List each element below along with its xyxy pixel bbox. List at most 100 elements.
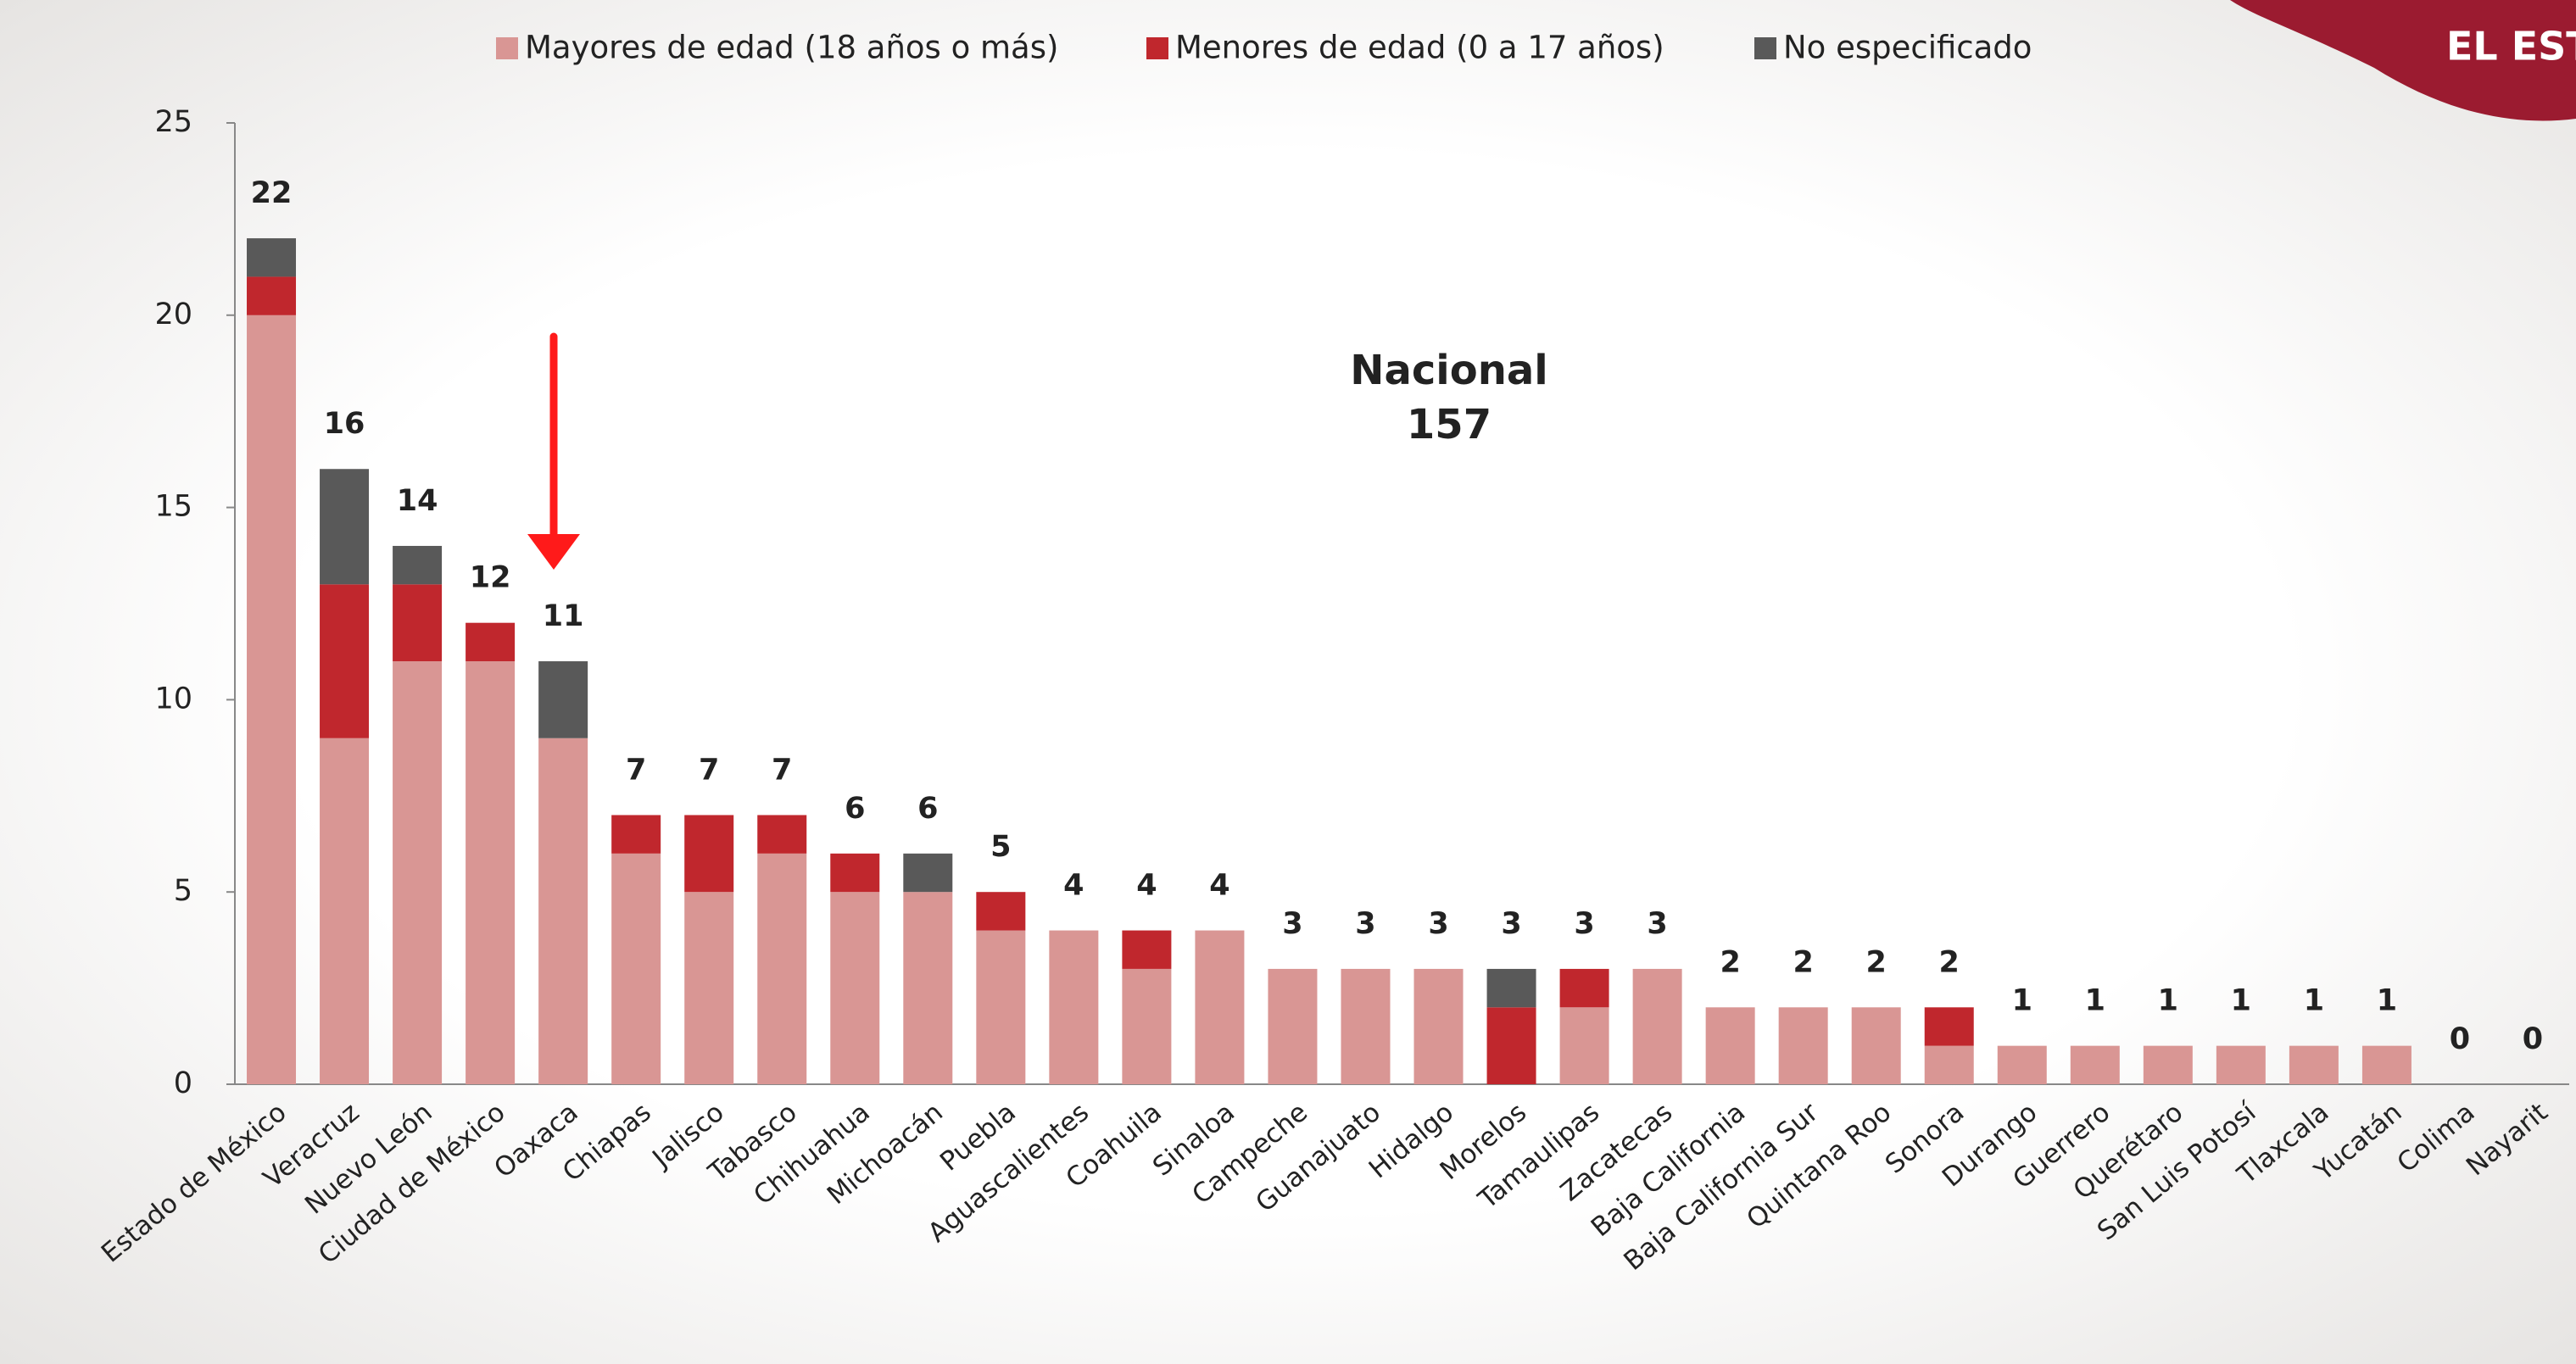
total-label: 0 [2523,1022,2543,1056]
legend-label: Menores de edad (0 a 17 años) [1175,30,1664,66]
bar-segment [538,661,588,738]
y-tick-label: 25 [154,105,192,139]
legend-label: No especificado [1783,30,2032,66]
total-label: 14 [397,484,438,518]
bar-segment [1195,930,1245,1084]
bar-segment [1049,930,1099,1084]
bar-segment [1924,1007,1974,1046]
legend-swatch [1146,37,1168,59]
bar-segment [393,545,443,585]
total-label: 1 [2304,984,2324,1018]
total-label: 1 [2012,984,2032,1018]
bar-segment [247,238,297,277]
total-label: 7 [772,753,792,787]
bar-segment [2070,1045,2120,1084]
bar-segment [757,853,807,1084]
bar-segment [1559,968,1609,1008]
bar-segment [684,892,734,1084]
bar-segment [757,815,807,854]
bar-segment [830,853,880,893]
total-label: 1 [2158,984,2178,1018]
total-label: 11 [543,599,584,633]
bar-segment [1851,1007,1901,1084]
y-tick-label: 15 [154,490,192,524]
total-label: 3 [1282,907,1302,941]
legend-label: Mayores de edad (18 años o más) [525,30,1058,66]
x-tick-label: Nayarit [2461,1097,2554,1182]
bar-segment [393,584,443,662]
bar-segment [830,892,880,1084]
total-label: 1 [2377,984,2397,1018]
bar-segment [466,622,516,662]
total-label: 4 [1209,869,1229,903]
total-label: 6 [845,792,865,826]
bar-segment [684,815,734,893]
bar-segment [1997,1045,2047,1084]
bar-segment [1122,968,1172,1084]
bar-segment [2143,1045,2193,1084]
bar-segment [538,738,588,1084]
total-label: 3 [1501,907,1521,941]
total-label: 4 [1063,869,1084,903]
bar-segment [976,930,1026,1084]
total-label: 7 [699,753,719,787]
bar-segment [320,469,370,585]
bar-segment [611,853,661,1084]
y-tick-label: 5 [174,874,192,908]
bar-segment [1705,1007,1755,1084]
arrow-head [527,534,580,570]
total-label: 3 [1428,907,1448,941]
logo-text: EL EST [2446,24,2576,70]
total-label: 5 [990,830,1011,864]
bar-segment [320,584,370,738]
total-label: 2 [1866,945,1887,979]
total-label: 3 [1647,907,1667,941]
bar-segment [466,661,516,1084]
bar-segment [976,892,1026,931]
bar-segment [903,853,953,893]
x-tick-label: Estado de México [96,1097,293,1269]
total-label: 4 [1136,869,1157,903]
logo-shape [2230,0,2576,121]
bar-segment [393,661,443,1084]
bar-segment [1413,968,1464,1084]
total-label: 12 [470,561,511,595]
total-label: 3 [1355,907,1375,941]
bar-segment [611,815,661,854]
total-label: 1 [2231,984,2251,1018]
bar-segment [2289,1045,2339,1084]
legend-swatch [1754,37,1776,59]
total-label: 0 [2450,1022,2470,1056]
bar-segment [247,276,297,315]
y-tick-label: 0 [174,1066,192,1100]
y-tick-label: 20 [154,298,192,331]
total-label: 2 [1720,945,1740,979]
bar-segment [247,315,297,1084]
bar-segment [1486,968,1536,1008]
bar-segment [1632,968,1682,1084]
bar-segment [1341,968,1391,1084]
bar-segment [1559,1007,1609,1084]
bar-segment [1268,968,1318,1084]
total-label: 6 [917,792,938,826]
bar-segment [2216,1045,2266,1084]
bar-segment [1486,1007,1536,1084]
bar-segment [2361,1045,2412,1084]
total-label: 1 [2085,984,2105,1018]
total-label: 2 [1939,945,1960,979]
total-label: 22 [251,176,293,210]
bar-segment [1924,1045,1974,1084]
legend-swatch [496,37,518,59]
bar-segment [320,738,370,1084]
total-label: 2 [1793,945,1813,979]
y-tick-label: 10 [154,682,192,715]
bar-segment [1778,1007,1828,1084]
x-tick-label: Guanajuato [1250,1097,1386,1218]
bar-segment [1122,930,1172,969]
total-label: 3 [1574,907,1594,941]
bar-segment [903,892,953,1084]
total-label: 16 [324,407,365,441]
total-label: 7 [626,753,646,787]
annotation: 157 [1407,401,1492,448]
